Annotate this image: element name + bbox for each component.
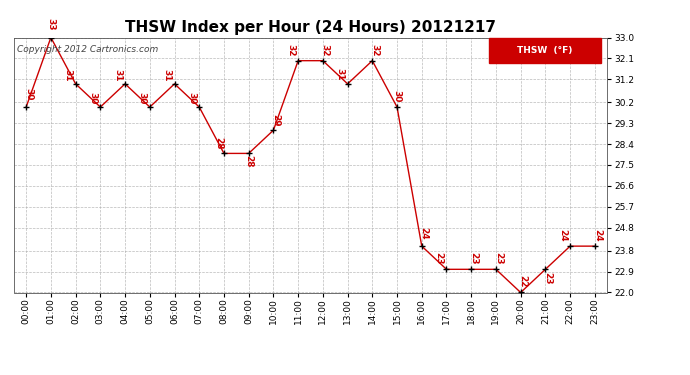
Text: 29: 29 xyxy=(271,114,280,127)
Text: 24: 24 xyxy=(420,226,428,239)
Text: 31: 31 xyxy=(163,69,172,81)
Text: 30: 30 xyxy=(24,88,33,100)
Text: THSW  (°F): THSW (°F) xyxy=(518,46,573,55)
Text: 23: 23 xyxy=(469,252,478,265)
Text: 23: 23 xyxy=(435,252,444,265)
Text: 28: 28 xyxy=(215,137,224,150)
Text: 32: 32 xyxy=(371,44,380,56)
Text: 23: 23 xyxy=(494,252,503,265)
Text: 28: 28 xyxy=(244,155,253,167)
Text: 22: 22 xyxy=(519,275,528,288)
Text: 30: 30 xyxy=(187,92,197,105)
Title: THSW Index per Hour (24 Hours) 20121217: THSW Index per Hour (24 Hours) 20121217 xyxy=(125,20,496,35)
Text: 24: 24 xyxy=(593,229,602,242)
Text: 30: 30 xyxy=(393,90,402,102)
Text: 23: 23 xyxy=(543,272,553,284)
Text: 31: 31 xyxy=(113,69,122,81)
Text: 24: 24 xyxy=(558,229,567,242)
Text: 30: 30 xyxy=(138,92,147,105)
Text: Copyright 2012 Cartronics.com: Copyright 2012 Cartronics.com xyxy=(17,45,158,54)
Text: 32: 32 xyxy=(321,44,330,56)
Text: 32: 32 xyxy=(286,44,295,56)
Text: 31: 31 xyxy=(63,69,72,81)
FancyBboxPatch shape xyxy=(489,38,601,63)
Text: 30: 30 xyxy=(88,92,97,105)
Text: 33: 33 xyxy=(46,18,55,30)
Text: 31: 31 xyxy=(335,68,345,80)
